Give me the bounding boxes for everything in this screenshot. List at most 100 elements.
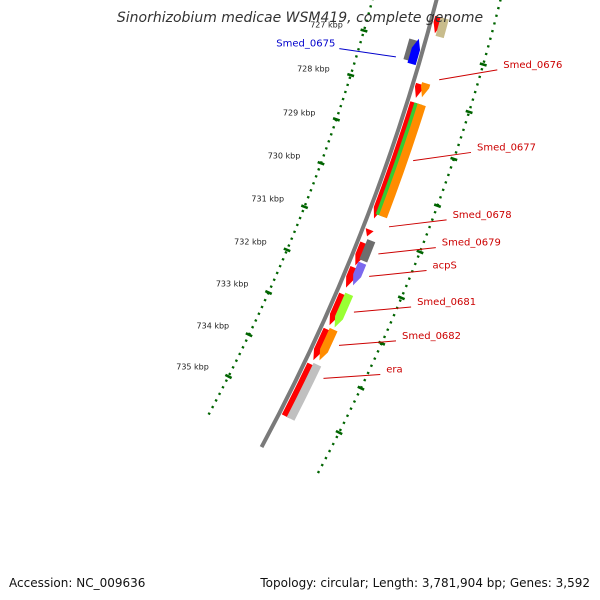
- gene-feature-red: [365, 228, 374, 237]
- minor-tick-inner: [314, 174, 318, 178]
- major-tick-outer: [433, 203, 442, 209]
- minor-tick-outer: [386, 328, 390, 332]
- minor-tick-inner: [346, 83, 350, 87]
- minor-tick-inner: [363, 26, 367, 30]
- minor-tick-inner: [327, 139, 331, 143]
- gene-labels: Smed_0675 Smed_0676 Smed_0677 Smed_0678 Smed…: [276, 39, 562, 379]
- scale-label: 728 kbp: [297, 65, 330, 74]
- major-tick-outer: [465, 109, 473, 115]
- minor-tick-inner: [354, 55, 358, 58]
- scale-label: 733 kbp: [216, 280, 249, 289]
- major-tick-outer: [335, 429, 343, 436]
- minor-tick-inner: [357, 47, 360, 51]
- minor-tick-outer: [352, 400, 357, 404]
- scale-label: 730 kbp: [268, 152, 301, 161]
- minor-tick-outer: [425, 232, 429, 236]
- minor-tick-inner: [301, 209, 305, 213]
- minor-tick-outer: [446, 173, 450, 177]
- minor-tick-inner: [369, 4, 373, 8]
- minor-tick-inner: [244, 339, 248, 343]
- minor-tick-inner: [281, 257, 285, 261]
- gene-label: Smed_0681: [417, 297, 476, 308]
- gene-feature-red: [281, 362, 316, 419]
- minor-tick-outer: [449, 166, 453, 169]
- gene-feature-silver: [286, 362, 322, 421]
- minor-tick-outer: [480, 67, 484, 71]
- minor-tick-outer: [407, 277, 411, 281]
- gene-feature-gray: [359, 239, 376, 263]
- leader-line: [369, 270, 427, 277]
- minor-tick-inner: [217, 392, 222, 396]
- minor-tick-outer: [484, 52, 488, 56]
- scale-label: 729 kbp: [283, 108, 316, 117]
- minor-tick-outer: [398, 299, 402, 303]
- minor-tick-inner: [238, 352, 242, 356]
- minor-tick-outer: [495, 14, 498, 18]
- leader-line: [439, 69, 498, 81]
- minor-tick-inner: [275, 271, 279, 275]
- minor-tick-inner: [352, 62, 356, 65]
- minor-tick-inner: [309, 188, 313, 192]
- minor-tick-inner: [322, 153, 326, 157]
- minor-tick-outer: [331, 442, 335, 446]
- minor-tick-inner: [241, 345, 245, 349]
- minor-tick-inner: [234, 359, 238, 363]
- minor-tick-outer: [482, 60, 486, 64]
- gene-label: Smed_0675: [276, 39, 335, 50]
- major-tick-inner: [360, 28, 368, 33]
- gene-feature-orange: [319, 327, 338, 361]
- scale-label: 732 kbp: [234, 237, 267, 246]
- gene-features: [281, 15, 449, 421]
- minor-tick-outer: [413, 262, 417, 266]
- minor-tick-outer: [366, 371, 370, 375]
- minor-tick-inner: [341, 97, 345, 101]
- map-title: Sinorhizobium medicae WSM419, complete g…: [117, 10, 483, 26]
- minor-tick-inner: [221, 385, 225, 389]
- minor-tick-inner: [367, 12, 371, 15]
- minor-tick-outer: [428, 225, 432, 229]
- minor-tick-inner: [284, 250, 288, 254]
- minor-tick-outer: [439, 195, 443, 199]
- minor-tick-outer: [345, 414, 350, 418]
- major-tick-inner: [300, 204, 309, 210]
- major-tick-inner: [346, 72, 355, 78]
- minor-tick-outer: [473, 90, 477, 94]
- scale-label: 734 kbp: [197, 321, 230, 330]
- minor-tick-outer: [369, 364, 373, 368]
- minor-tick-inner: [211, 405, 215, 409]
- minor-tick-outer: [316, 470, 321, 474]
- gene-label: era: [386, 365, 402, 376]
- major-tick-inner: [283, 247, 291, 253]
- minor-tick-outer: [430, 218, 434, 222]
- minor-tick-outer: [342, 421, 346, 425]
- minor-tick-inner: [231, 365, 235, 369]
- minor-tick-outer: [404, 284, 408, 288]
- minor-tick-inner: [306, 195, 310, 199]
- minor-tick-inner: [228, 372, 232, 376]
- major-tick-inner: [224, 373, 233, 380]
- minor-tick-inner: [365, 19, 369, 23]
- minor-tick-outer: [392, 313, 396, 317]
- minor-tick-outer: [401, 291, 405, 295]
- minor-tick-inner: [224, 379, 228, 383]
- gene-feature-gray: [403, 38, 418, 62]
- major-tick-inner: [264, 289, 273, 296]
- minor-tick-outer: [466, 113, 470, 117]
- minor-tick-inner: [304, 202, 308, 206]
- minor-tick-outer: [320, 463, 324, 467]
- minor-tick-inner: [214, 398, 218, 402]
- minor-tick-inner: [329, 132, 333, 136]
- major-tick-inner: [317, 160, 325, 166]
- minor-tick-outer: [349, 407, 353, 411]
- minor-tick-inner: [298, 216, 302, 220]
- minor-tick-outer: [454, 151, 458, 154]
- minor-tick-outer: [471, 98, 475, 102]
- minor-tick-outer: [475, 83, 479, 86]
- minor-tick-outer: [422, 240, 426, 244]
- leader-line: [323, 374, 381, 379]
- minor-tick-outer: [373, 357, 377, 361]
- major-tick-outer: [357, 385, 365, 391]
- minor-tick-inner: [336, 111, 340, 115]
- major-tick-inner: [332, 117, 341, 122]
- gene-label: acpS: [433, 261, 457, 272]
